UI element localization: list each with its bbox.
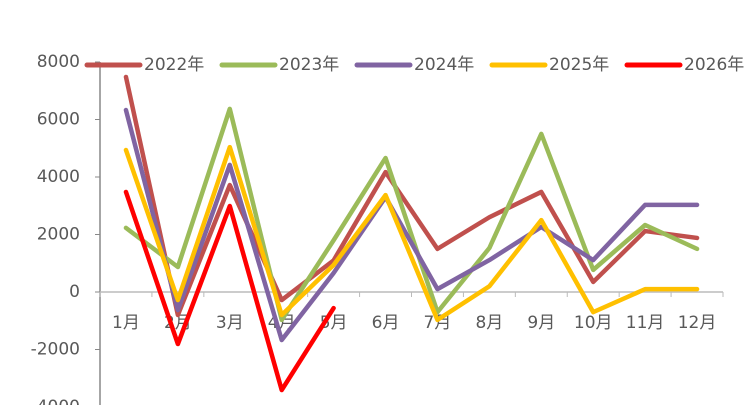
series-line	[123, 107, 700, 343]
y-tick-label: 2000	[37, 225, 80, 245]
series-line	[123, 144, 700, 323]
legend-label: 2023年	[279, 55, 339, 75]
y-tick-label: 6000	[37, 110, 80, 130]
series-line	[123, 74, 700, 318]
y-tick-label: 4000	[37, 167, 80, 187]
legend-label: 2025年	[549, 55, 609, 75]
x-tick-label: 3月	[216, 313, 244, 333]
series-line	[123, 189, 336, 393]
y-tick-label: -4000	[31, 397, 80, 405]
x-tick-label: 1月	[112, 313, 140, 333]
y-tick-label: 8000	[37, 52, 80, 72]
x-tick-label: 8月	[475, 313, 503, 333]
y-tick-label: 0	[69, 282, 80, 302]
y-tick-label: -2000	[31, 340, 80, 360]
x-tick-label: 6月	[372, 313, 400, 333]
legend-label: 2026年	[684, 55, 744, 75]
x-tick-label: 9月	[527, 313, 555, 333]
x-tick-label: 11月	[626, 313, 665, 333]
x-tick-label: 12月	[678, 313, 717, 333]
x-tick-label: 10月	[574, 313, 613, 333]
series-line	[123, 106, 700, 323]
legend-label: 2024年	[414, 55, 474, 75]
legend-label: 2022年	[144, 55, 204, 75]
